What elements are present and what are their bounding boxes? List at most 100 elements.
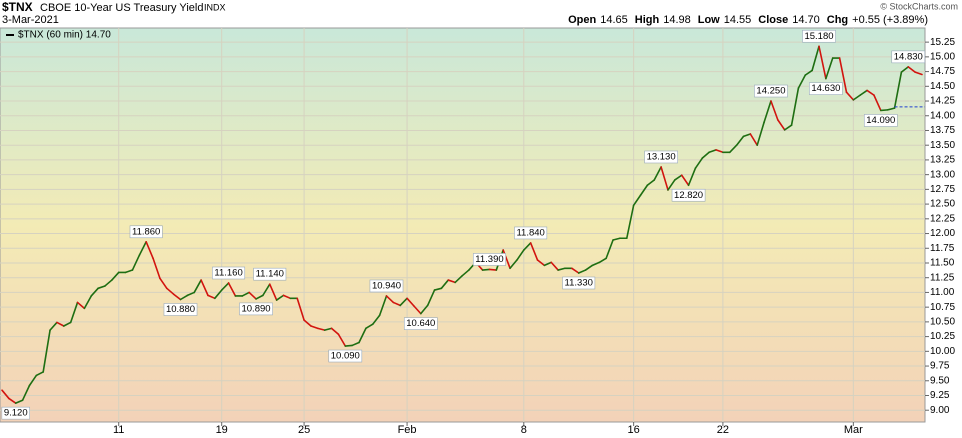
line-segment: [818, 45, 827, 80]
line-segment: [172, 293, 182, 301]
quote-value: 14.65: [600, 14, 628, 26]
line-segment: [131, 254, 141, 271]
line-segment: [447, 279, 456, 284]
value-label: 10.640: [403, 317, 438, 330]
line-segment: [248, 291, 257, 300]
value-label: 11.330: [562, 276, 596, 290]
x-tick-label: 11: [113, 424, 124, 436]
line-segment: [735, 135, 745, 146]
line-segment: [262, 283, 271, 297]
line-segment: [433, 287, 443, 291]
quote-label: Chg: [827, 14, 848, 26]
line-segment: [838, 57, 848, 93]
line-segment: [481, 268, 491, 271]
line-segment: [392, 301, 402, 307]
value-label-box: [754, 84, 788, 98]
value-label: 14.630: [809, 82, 843, 95]
x-tick-label: Feb: [398, 424, 417, 436]
line-segment: [282, 294, 292, 300]
value-label-box: [163, 303, 198, 316]
legend: $TNX (60 min) 14.70: [18, 30, 111, 41]
line-segment: [763, 100, 772, 124]
x-tick-label: 16: [628, 424, 640, 436]
line-segment: [104, 279, 113, 287]
line-segment: [49, 321, 58, 331]
line-segment: [111, 271, 120, 281]
line-segment: [728, 144, 738, 154]
value-label-box: [253, 267, 287, 281]
line-segment: [330, 327, 340, 336]
x-tick-label: 19: [216, 424, 228, 436]
line-segment: [159, 277, 168, 290]
line-segment: [454, 275, 463, 284]
value-label: 14.090: [863, 114, 898, 127]
line-segment: [90, 287, 99, 297]
date: 3-Mar-2021: [2, 14, 59, 26]
line-segment: [770, 100, 779, 121]
line-segment: [365, 323, 374, 330]
value-label-text: 14.090: [866, 115, 895, 126]
x-tick-label: 22: [717, 424, 729, 436]
y-tick-label: 10.50: [930, 317, 955, 328]
y-tick-label: 13.25: [930, 155, 955, 166]
value-label-box: [671, 188, 706, 202]
line-segment: [241, 291, 250, 297]
line-segment: [632, 194, 642, 207]
line-segment: [584, 264, 594, 271]
line-segment: [200, 279, 209, 297]
value-label: 11.160: [212, 266, 246, 280]
quote-label: Low: [698, 14, 720, 26]
x-tick-label: Mar: [844, 424, 863, 436]
line-segment: [179, 294, 189, 301]
line-segment: [914, 71, 923, 76]
line-segment: [351, 341, 360, 347]
line-segment: [777, 119, 786, 131]
quote-label: Close: [758, 14, 788, 26]
symbol: $TNX: [2, 0, 33, 14]
line-segment: [165, 287, 175, 296]
value-label-text: 10.880: [166, 304, 195, 315]
quote-label: High: [635, 14, 660, 26]
line-segment: [399, 297, 408, 307]
value-label: 11.860: [129, 225, 163, 239]
value-label-text: 14.630: [811, 83, 840, 94]
y-tick-label: 14.75: [930, 66, 955, 77]
value-label-box: [403, 317, 438, 330]
grid: [0, 28, 925, 422]
line-segment: [577, 269, 587, 274]
value-label-text: 11.330: [565, 278, 593, 289]
value-label-box: [863, 114, 898, 127]
line-segment: [886, 107, 896, 111]
quote: +0.55 (+3.89%) Chg 14.70 Close 14.55 Low 14.98…: [568, 14, 928, 26]
value-label-box: [562, 276, 596, 290]
line-segment: [612, 237, 621, 241]
quote-value: 14.70: [792, 14, 820, 26]
value-label-text: 11.860: [132, 226, 160, 237]
line-segment: [797, 74, 807, 89]
line-segment: [35, 371, 44, 377]
y-tick-label: 12.25: [930, 213, 955, 224]
line-segment: [296, 297, 305, 321]
line-segment: [426, 289, 436, 307]
y-tick-label: 14.25: [930, 96, 955, 107]
line-segment: [14, 399, 24, 404]
line-segment: [317, 327, 326, 331]
value-label-text: 11.840: [516, 227, 544, 238]
y-tick-label: 14.00: [930, 110, 955, 121]
x-tick-label: 25: [298, 424, 310, 436]
line-segment: [420, 304, 429, 315]
y-tick-label: 15.25: [930, 37, 955, 48]
line-segment: [323, 327, 333, 331]
line-segment: [660, 166, 669, 191]
line-segment: [625, 204, 635, 240]
y-tick-label: 10.75: [930, 302, 955, 313]
value-label-text: 9.120: [4, 408, 28, 419]
line-segment: [571, 267, 580, 274]
line-segment: [1, 389, 10, 400]
line-segment: [42, 329, 51, 373]
line-segment: [687, 167, 697, 187]
line-segment: [783, 124, 793, 131]
line-segment: [344, 344, 353, 347]
line-segment: [509, 259, 518, 270]
